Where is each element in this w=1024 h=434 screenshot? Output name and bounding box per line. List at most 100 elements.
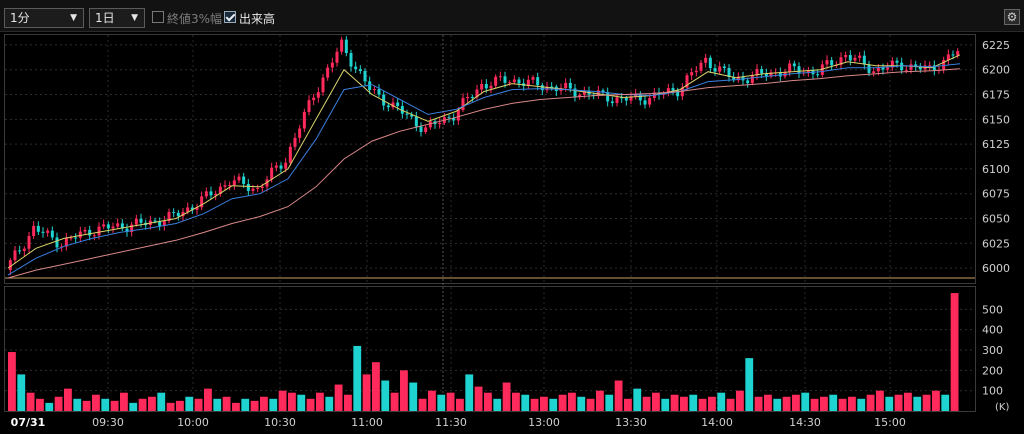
volume-bar	[213, 398, 222, 411]
moving-average-line	[7, 63, 961, 276]
candle-body	[438, 122, 442, 125]
candle-body	[218, 186, 222, 194]
price-tick-label: 6200	[982, 64, 1010, 77]
candle-body	[298, 128, 302, 138]
candle-body	[956, 51, 960, 56]
volume-bar	[605, 394, 614, 411]
volume-bar	[92, 394, 100, 411]
candle-body	[797, 66, 801, 74]
close-range-checkbox[interactable]	[152, 11, 164, 23]
candle-body	[470, 96, 474, 98]
volume-bar	[73, 398, 82, 411]
candle-body	[139, 218, 143, 223]
candle-body	[195, 207, 199, 210]
candle-body	[106, 224, 110, 229]
candle-body	[41, 231, 45, 233]
candle-body	[74, 237, 78, 239]
candle-body	[900, 62, 904, 71]
volume-bar	[110, 400, 119, 411]
candle-body	[713, 68, 717, 72]
period-select[interactable]: 1日 ▼	[89, 8, 145, 28]
time-tick-label: 15:00	[874, 416, 906, 429]
candle-body	[778, 72, 782, 77]
candle-body	[162, 221, 166, 226]
volume-bar	[708, 396, 716, 411]
candle-body	[466, 96, 470, 99]
time-tick-label: 07/31	[11, 416, 46, 429]
candle-body	[419, 126, 423, 132]
volume-bar	[232, 402, 240, 411]
candle-body	[307, 100, 311, 112]
time-tick-label: 11:00	[351, 416, 383, 429]
volume-bar	[680, 396, 688, 411]
volume-bar	[269, 398, 278, 411]
volume-bar	[428, 390, 436, 411]
interval-select[interactable]: 1分 ▼	[4, 8, 84, 28]
candle-body	[326, 67, 330, 78]
volume-bar	[558, 394, 567, 411]
price-tick-label: 6225	[982, 39, 1010, 52]
volume-bar	[241, 398, 250, 411]
volume-bar	[661, 398, 670, 411]
volume-bar	[260, 396, 268, 411]
gear-icon[interactable]: ⚙	[1004, 9, 1020, 25]
interval-select-value: 1分	[10, 11, 30, 25]
candle-body	[386, 105, 390, 108]
candle-body	[643, 100, 647, 105]
candle-body	[676, 90, 680, 97]
candle-body	[615, 97, 619, 104]
candle-body	[69, 237, 73, 239]
candle-body	[830, 60, 834, 66]
volume-bar	[26, 392, 35, 411]
volume-checkbox[interactable]	[224, 11, 236, 23]
candle-body	[872, 71, 876, 73]
candle-body	[764, 73, 768, 77]
volume-bar	[549, 398, 558, 411]
price-panel-frame	[4, 34, 976, 284]
volume-bar	[512, 392, 520, 411]
candle-body	[601, 90, 605, 93]
volume-bar	[437, 394, 446, 411]
volume-bar	[689, 394, 698, 411]
candle-body	[167, 211, 171, 222]
candle-body	[666, 88, 670, 94]
volume-tick-label: 200	[982, 364, 1003, 377]
volume-bar	[941, 394, 950, 411]
candle-body	[904, 69, 908, 71]
volume-bar	[101, 398, 110, 411]
candle-body	[624, 97, 628, 101]
period-select-value: 1日	[95, 11, 115, 25]
volume-bar	[120, 392, 128, 411]
candle-body	[27, 236, 31, 249]
price-tick-label: 6175	[982, 89, 1010, 102]
volume-bar	[521, 394, 530, 411]
candle-body	[176, 212, 180, 217]
candle-body	[302, 111, 306, 129]
volume-bar	[325, 396, 334, 411]
volume-bar	[792, 394, 800, 411]
volume-bar	[148, 396, 156, 411]
candle-body	[718, 66, 722, 72]
candle-body	[596, 90, 600, 96]
volume-bar	[64, 388, 72, 411]
candle-body	[550, 86, 554, 88]
candle-body	[428, 121, 432, 128]
candle-body	[111, 226, 115, 229]
volume-bar	[334, 384, 343, 411]
volume-bar	[484, 392, 492, 411]
time-tick-label: 09:30	[92, 416, 124, 429]
candle-body	[480, 83, 484, 90]
volume-bar	[474, 386, 483, 411]
volume-unit-label: (K)	[995, 402, 1009, 413]
volume-bar	[409, 382, 418, 411]
candle-body	[335, 51, 339, 63]
volume-bar	[624, 398, 632, 411]
price-tick-label: 6025	[982, 237, 1010, 250]
candle-body	[890, 60, 894, 68]
candle-body	[368, 81, 372, 91]
candle-body	[251, 188, 255, 191]
candle-body	[498, 76, 502, 78]
candle-body	[246, 183, 250, 191]
candle-body	[858, 55, 862, 58]
